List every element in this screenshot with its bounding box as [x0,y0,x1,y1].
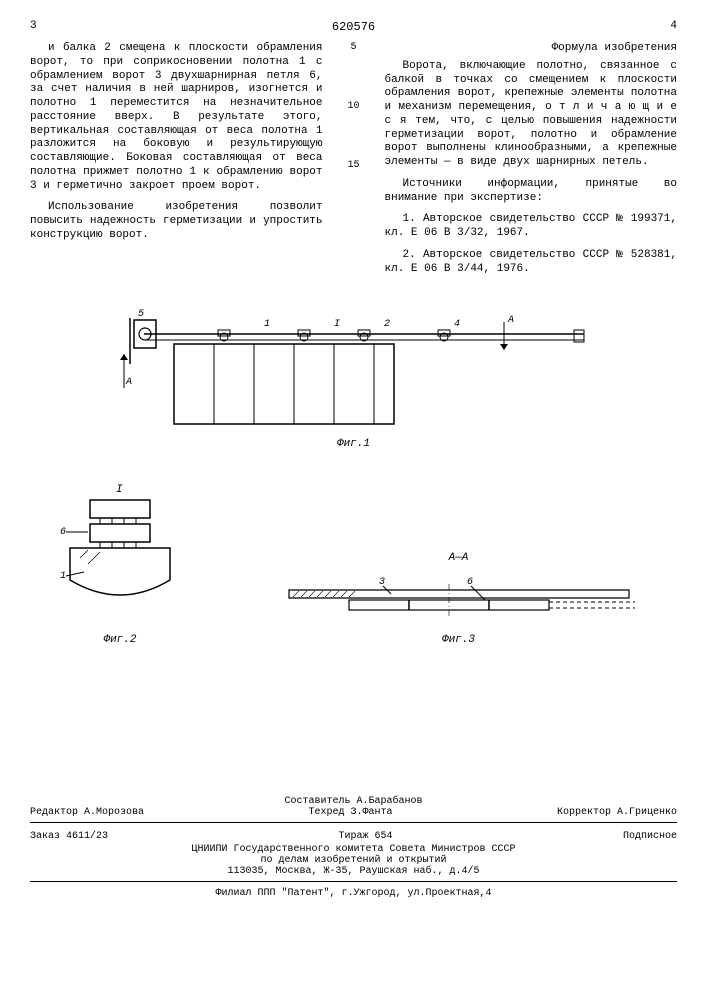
fig3-label-6: 6 [467,577,473,588]
filial: Филиал ППП "Патент", г.Ужгород, ул.Проек… [30,888,677,899]
fig1-label-4: 4 [454,319,460,330]
podpisnoe: Подписное [623,831,677,842]
corrector: Корректор А.Гриценко [557,807,677,818]
techred: Техред З.Фанта [308,807,392,818]
left-p2: Использование изобретения позволит повыс… [30,201,323,242]
formula-title: Формула изобретения [385,42,678,56]
patent-number: 620576 [37,20,671,34]
right-p3: 1. Авторское свидетельство СССР № 199371… [385,213,678,241]
line-num: 10 [347,101,361,112]
patent-page: 3 620576 4 и балка 2 смещена к плоскости… [0,0,707,919]
right-p2: Источники информации, принятые во вниман… [385,178,678,206]
figure-3: A—A [240,552,677,646]
fig1-label-2: 2 [384,319,390,330]
fig1-label-I: I [334,319,340,330]
line-num: 15 [347,160,361,171]
text-columns: и балка 2 смещена к плоскости обрамления… [30,42,677,284]
compiler-line: Составитель А.Барабанов [30,796,677,807]
credits-block: Составитель А.Барабанов Редактор А.Мороз… [30,796,677,899]
org-line-1: ЦНИИПИ Государственного комитета Совета … [30,844,677,855]
divider-2 [30,881,677,882]
fig1-label-1: 1 [264,319,270,330]
fig1-label-5: 5 [138,309,144,320]
line-num: 5 [347,42,361,53]
editor: Редактор А.Морозова [30,807,144,818]
fig1-caption: Фиг.1 [30,438,677,450]
right-p4: 2. Авторское свидетельство СССР № 528381… [385,249,678,277]
order-no: Заказ 4611/23 [30,831,108,842]
left-p1: и балка 2 смещена к плоскости обрамления… [30,42,323,193]
fig3-svg: 3 6 [279,570,639,630]
fig2-label-6: 6 [60,527,66,538]
line-number-gutter: 5 10 15 [347,42,361,284]
fig1-label-A2: A [125,377,132,388]
fig3-label-3: 3 [379,577,385,588]
fig2-svg: I [40,480,200,630]
fig-row-2-3: I [30,480,677,676]
page-number-right: 4 [670,20,677,34]
tirazh: Тираж 654 [338,831,392,842]
figure-1: 5 1 I 2 4 A A Фиг.1 [30,304,677,450]
fig1-svg: 5 1 I 2 4 A A [104,304,604,434]
address: 113035, Москва, Ж-35, Раушская наб., д.4… [30,866,677,877]
fig2-label-1: 1 [60,571,66,582]
fig2-caption: Фиг.2 [30,634,210,646]
fig3-caption: Фиг.3 [240,634,677,646]
org-line-2: по делам изобретений и открытий [30,855,677,866]
footer-row-1: Заказ 4611/23 Тираж 654 Подписное [30,831,677,842]
fig1-label-A: A [507,315,514,326]
divider [30,822,677,823]
figure-2: I [30,480,210,646]
left-column: и балка 2 смещена к плоскости обрамления… [30,42,323,284]
right-column: Формула изобретения Ворота, включающие п… [385,42,678,284]
figures-block: 5 1 I 2 4 A A Фиг.1 I [30,304,677,676]
header: 3 620576 4 [30,20,677,34]
fig3-section: A—A [240,552,677,564]
right-p1: Ворота, включающие полотно, связанное с … [385,60,678,170]
credits-row: Редактор А.Морозова Техред З.Фанта Корре… [30,807,677,818]
page-number-left: 3 [30,20,37,34]
fig2-label-I: I [116,484,123,496]
